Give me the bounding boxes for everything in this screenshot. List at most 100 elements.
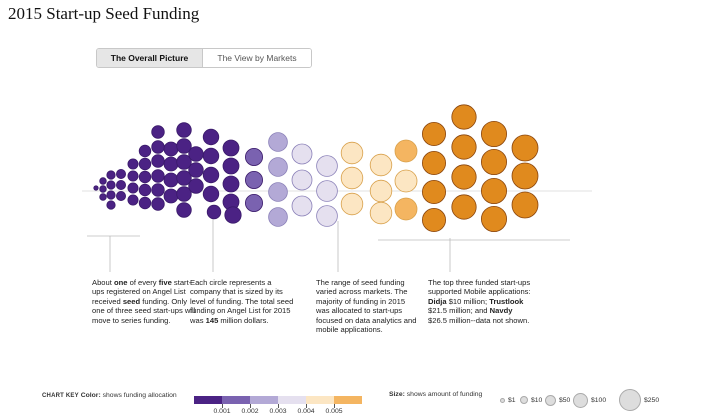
company-bubble[interactable] — [106, 180, 116, 190]
company-bubble[interactable] — [511, 134, 539, 162]
company-bubble[interactable] — [138, 157, 152, 171]
company-bubble[interactable] — [106, 170, 116, 180]
company-bubble[interactable] — [421, 150, 446, 175]
company-bubble[interactable] — [188, 178, 204, 194]
company-bubble[interactable] — [421, 179, 446, 204]
company-bubble[interactable] — [99, 193, 107, 201]
company-bubble[interactable] — [291, 143, 313, 165]
tab-view-by-markets[interactable]: The View by Markets — [202, 49, 311, 67]
company-bubble[interactable] — [188, 146, 204, 162]
company-bubble[interactable] — [222, 139, 240, 157]
company-bubble[interactable] — [151, 197, 165, 211]
company-bubble[interactable] — [176, 122, 192, 138]
company-bubble[interactable] — [127, 158, 139, 170]
company-bubble[interactable] — [369, 201, 393, 225]
company-bubble[interactable] — [138, 144, 152, 158]
company-bubble[interactable] — [451, 164, 477, 190]
company-bubble[interactable] — [511, 191, 539, 219]
company-bubble[interactable] — [268, 182, 288, 202]
chart-key-label: CHART KEY Color: shows funding allocatio… — [42, 392, 177, 399]
company-bubble[interactable] — [291, 195, 313, 217]
size-legend-circle — [619, 389, 641, 411]
company-bubble[interactable] — [316, 155, 338, 177]
company-bubble[interactable] — [138, 196, 152, 210]
company-bubble[interactable] — [176, 186, 192, 202]
company-bubble[interactable] — [151, 169, 165, 183]
company-bubble[interactable] — [369, 179, 393, 203]
company-bubble[interactable] — [421, 207, 446, 232]
company-bubble[interactable] — [151, 183, 165, 197]
company-bubble[interactable] — [99, 185, 107, 193]
company-bubble[interactable] — [340, 166, 364, 190]
company-bubble[interactable] — [188, 162, 204, 178]
company-bubble[interactable] — [451, 134, 477, 160]
company-bubble[interactable] — [138, 170, 152, 184]
size-legend-item: $10 — [520, 380, 542, 420]
company-bubble[interactable] — [138, 183, 152, 197]
company-bubble[interactable] — [163, 156, 179, 172]
company-bubble[interactable] — [176, 138, 192, 154]
company-bubble[interactable] — [163, 141, 179, 157]
company-bubble[interactable] — [268, 207, 288, 227]
company-bubble[interactable] — [176, 202, 192, 218]
company-bubble[interactable] — [127, 170, 139, 182]
company-bubble[interactable] — [163, 188, 179, 204]
company-bubble[interactable] — [222, 175, 240, 193]
size-legend: $1 $10 $50 $100 $250 — [494, 380, 704, 420]
annotation-seed-share: About one of every five start-ups regist… — [92, 278, 196, 325]
company-bubble[interactable] — [151, 140, 165, 154]
company-bubble[interactable] — [127, 182, 139, 194]
company-bubble[interactable] — [244, 147, 263, 166]
company-bubble[interactable] — [222, 157, 240, 175]
annotation-text-segment: $26.5 million--data not shown. — [428, 315, 530, 325]
company-bubble[interactable] — [151, 125, 165, 139]
company-bubble[interactable] — [244, 170, 263, 189]
company-bubble[interactable] — [99, 177, 107, 185]
tab-overall-picture[interactable]: The Overall Picture — [97, 49, 202, 67]
company-bubble[interactable] — [176, 154, 192, 170]
company-bubble[interactable] — [268, 157, 288, 177]
company-bubble[interactable] — [224, 206, 242, 224]
company-bubble[interactable] — [116, 168, 127, 179]
company-bubble[interactable] — [394, 169, 418, 193]
company-bubble[interactable] — [394, 139, 418, 163]
company-bubble[interactable] — [480, 121, 507, 148]
company-bubble[interactable] — [127, 194, 139, 206]
company-bubble[interactable] — [394, 197, 418, 221]
company-bubble[interactable] — [202, 185, 220, 203]
company-bubble[interactable] — [268, 132, 288, 152]
company-bubble[interactable] — [106, 190, 116, 200]
company-bubble[interactable] — [511, 162, 539, 190]
company-bubble[interactable] — [340, 141, 364, 165]
company-bubble[interactable] — [369, 153, 393, 177]
size-legend-item: $250 — [619, 380, 659, 420]
company-bubble[interactable] — [316, 205, 338, 227]
company-bubble[interactable] — [451, 194, 477, 220]
company-bubble[interactable] — [480, 205, 507, 232]
color-scale-segment — [194, 396, 222, 404]
company-bubble[interactable] — [163, 172, 179, 188]
company-bubble[interactable] — [93, 185, 99, 191]
company-bubble[interactable] — [480, 177, 507, 204]
color-scale-tick-label: 0.005 — [325, 408, 343, 415]
annotation-text-segment: The top three funded start-ups supported… — [428, 278, 531, 297]
company-bubble[interactable] — [421, 122, 446, 147]
company-bubble[interactable] — [151, 154, 165, 168]
company-bubble[interactable] — [206, 204, 222, 220]
company-bubble[interactable] — [116, 179, 127, 190]
color-scale-ticks: 0.001 0.002 0.003 0.004 0.005 — [194, 404, 362, 420]
company-bubble[interactable] — [244, 193, 263, 212]
color-key-title: Color: — [80, 392, 101, 399]
company-bubble[interactable] — [202, 147, 220, 165]
company-bubble[interactable] — [316, 180, 338, 202]
company-bubble[interactable] — [291, 169, 313, 191]
company-bubble[interactable] — [202, 128, 220, 146]
company-bubble[interactable] — [202, 166, 220, 184]
company-bubble[interactable] — [451, 104, 477, 130]
company-bubble[interactable] — [176, 170, 192, 186]
company-bubble[interactable] — [480, 148, 507, 175]
color-scale-tick-label: 0.001 — [213, 408, 231, 415]
company-bubble[interactable] — [116, 190, 127, 201]
company-bubble[interactable] — [106, 200, 116, 210]
company-bubble[interactable] — [340, 192, 364, 216]
